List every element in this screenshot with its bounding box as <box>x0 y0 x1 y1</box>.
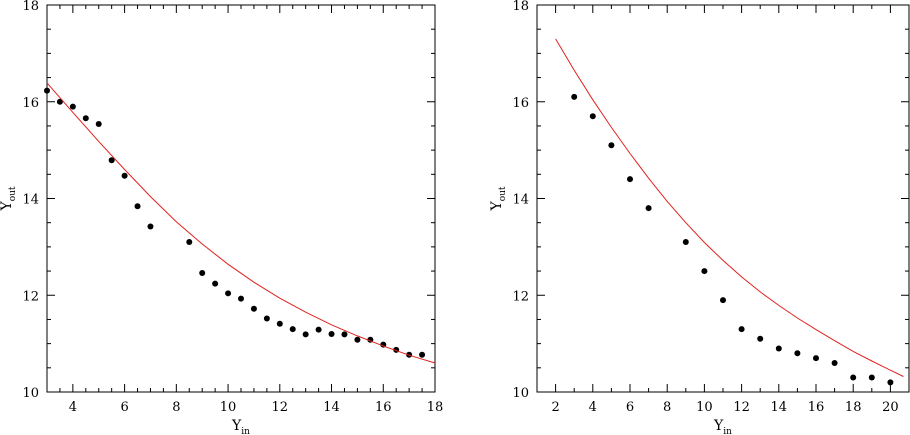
x-tick-label: 4 <box>69 400 77 415</box>
data-point <box>238 295 244 302</box>
data-point <box>186 239 193 246</box>
data-point <box>95 121 102 128</box>
data-point <box>121 172 128 179</box>
data-point <box>147 223 154 230</box>
x-tick-label: 14 <box>771 400 788 415</box>
x-axis-label: Υin <box>231 418 250 435</box>
data-point <box>887 379 894 386</box>
x-tick-label: 16 <box>375 400 392 415</box>
y-tick-label: 10 <box>22 386 39 401</box>
data-point <box>250 305 257 312</box>
data-point <box>589 113 596 120</box>
x-tick-label: 18 <box>845 400 862 415</box>
x-tick-label: 2 <box>551 400 559 415</box>
y-axis-label: Υout <box>489 186 508 211</box>
data-point <box>720 297 726 304</box>
data-point <box>276 320 283 327</box>
plot-frame <box>46 4 436 393</box>
plot-frame <box>536 4 910 393</box>
y-tick-label: 14 <box>512 193 529 208</box>
data-point <box>738 326 745 333</box>
data-point <box>682 239 689 246</box>
y-tick-label: 12 <box>512 289 529 304</box>
data-point <box>289 326 296 333</box>
fit-curve-line <box>555 38 904 377</box>
x-tick-label: 18 <box>427 400 444 415</box>
data-point <box>82 115 89 122</box>
y-tick-label: 12 <box>22 289 39 304</box>
x-tick-label: 10 <box>220 400 237 415</box>
x-axis-label: Υin <box>713 418 732 435</box>
data-point <box>134 203 141 210</box>
data-point <box>328 330 335 337</box>
y-tick-label: 18 <box>22 0 39 14</box>
data-point <box>813 355 819 362</box>
data-point <box>302 331 309 338</box>
y-tick-label: 16 <box>512 96 529 111</box>
data-point <box>868 374 875 381</box>
x-tick-label: 6 <box>626 400 634 415</box>
y-axis-label: Υout <box>0 186 18 211</box>
y-tick-label: 16 <box>22 96 39 111</box>
y-tick-label: 14 <box>22 193 39 208</box>
data-point <box>608 142 615 149</box>
data-point <box>44 87 50 94</box>
data-point <box>341 331 348 338</box>
data-point <box>775 345 782 352</box>
data-point <box>419 351 426 358</box>
x-tick-label: 16 <box>808 400 825 415</box>
x-tick-label: 6 <box>120 400 128 415</box>
x-tick-label: 14 <box>323 400 340 415</box>
data-point <box>354 336 361 343</box>
data-point <box>701 268 708 275</box>
data-point <box>645 205 652 212</box>
data-point <box>315 326 322 333</box>
data-point <box>794 350 801 357</box>
data-point <box>108 157 115 164</box>
data-point <box>850 374 857 381</box>
y-tick-label: 10 <box>512 386 529 401</box>
left-chart-panel: 4 6 8 10 12 14 16 18 10 12 14 16 18 Υin Υout <box>0 0 443 435</box>
data-point <box>831 359 838 366</box>
data-point <box>627 176 633 183</box>
x-tick-label: 8 <box>663 400 671 415</box>
x-tick-label: 12 <box>272 400 289 415</box>
data-point <box>263 315 270 322</box>
x-tick-label: 4 <box>589 400 597 415</box>
data-point <box>212 280 219 287</box>
data-point <box>571 93 578 100</box>
x-tick-label: 8 <box>172 400 180 415</box>
data-point <box>199 269 206 276</box>
x-tick-label: 20 <box>882 400 899 415</box>
data-point <box>69 103 76 110</box>
x-tick-label: 10 <box>696 400 713 415</box>
data-point <box>56 98 63 105</box>
x-tick-label: 12 <box>733 400 750 415</box>
data-point <box>757 335 764 342</box>
y-tick-label: 18 <box>512 0 529 14</box>
data-point <box>225 290 232 297</box>
right-chart-panel: 2 4 6 8 10 12 14 16 18 20 10 12 14 16 18 Υin Υout <box>489 0 910 435</box>
fit-curve-line <box>46 82 436 364</box>
